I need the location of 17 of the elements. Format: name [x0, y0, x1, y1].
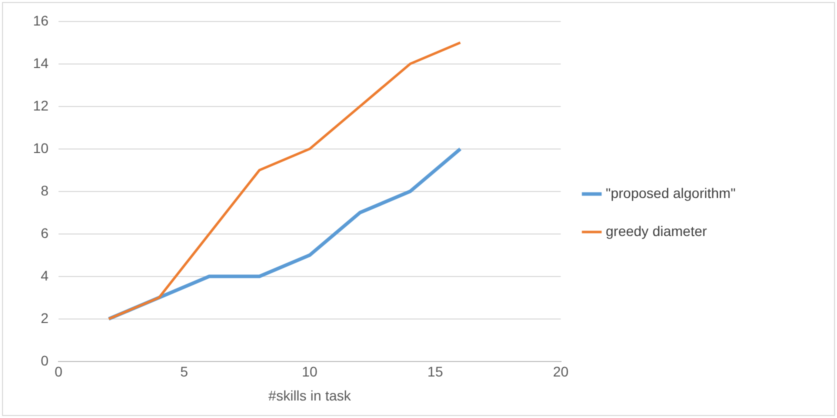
legend-label: "proposed algorithm"	[606, 184, 736, 201]
legend-label: greedy diameter	[606, 222, 708, 239]
x-tick-label: 0	[54, 364, 63, 380]
x-tick-label: 5	[180, 364, 188, 380]
x-tick-label: 10	[302, 364, 318, 380]
y-tick-label: 0	[40, 352, 49, 368]
x-tick-label: 15	[427, 364, 444, 380]
y-tick-label: 4	[40, 267, 49, 284]
y-tick-label: 8	[40, 182, 49, 198]
y-tick-label: 12	[32, 97, 49, 114]
x-axis-title: #skills in task	[268, 387, 352, 404]
y-tick-label: 2	[40, 310, 49, 326]
x-tick-label: 20	[552, 364, 569, 380]
y-tick-label: 16	[32, 12, 49, 28]
y-tick-label: 6	[40, 224, 49, 241]
y-tick-label: 10	[32, 140, 49, 156]
y-tick-label: 14	[32, 54, 49, 71]
